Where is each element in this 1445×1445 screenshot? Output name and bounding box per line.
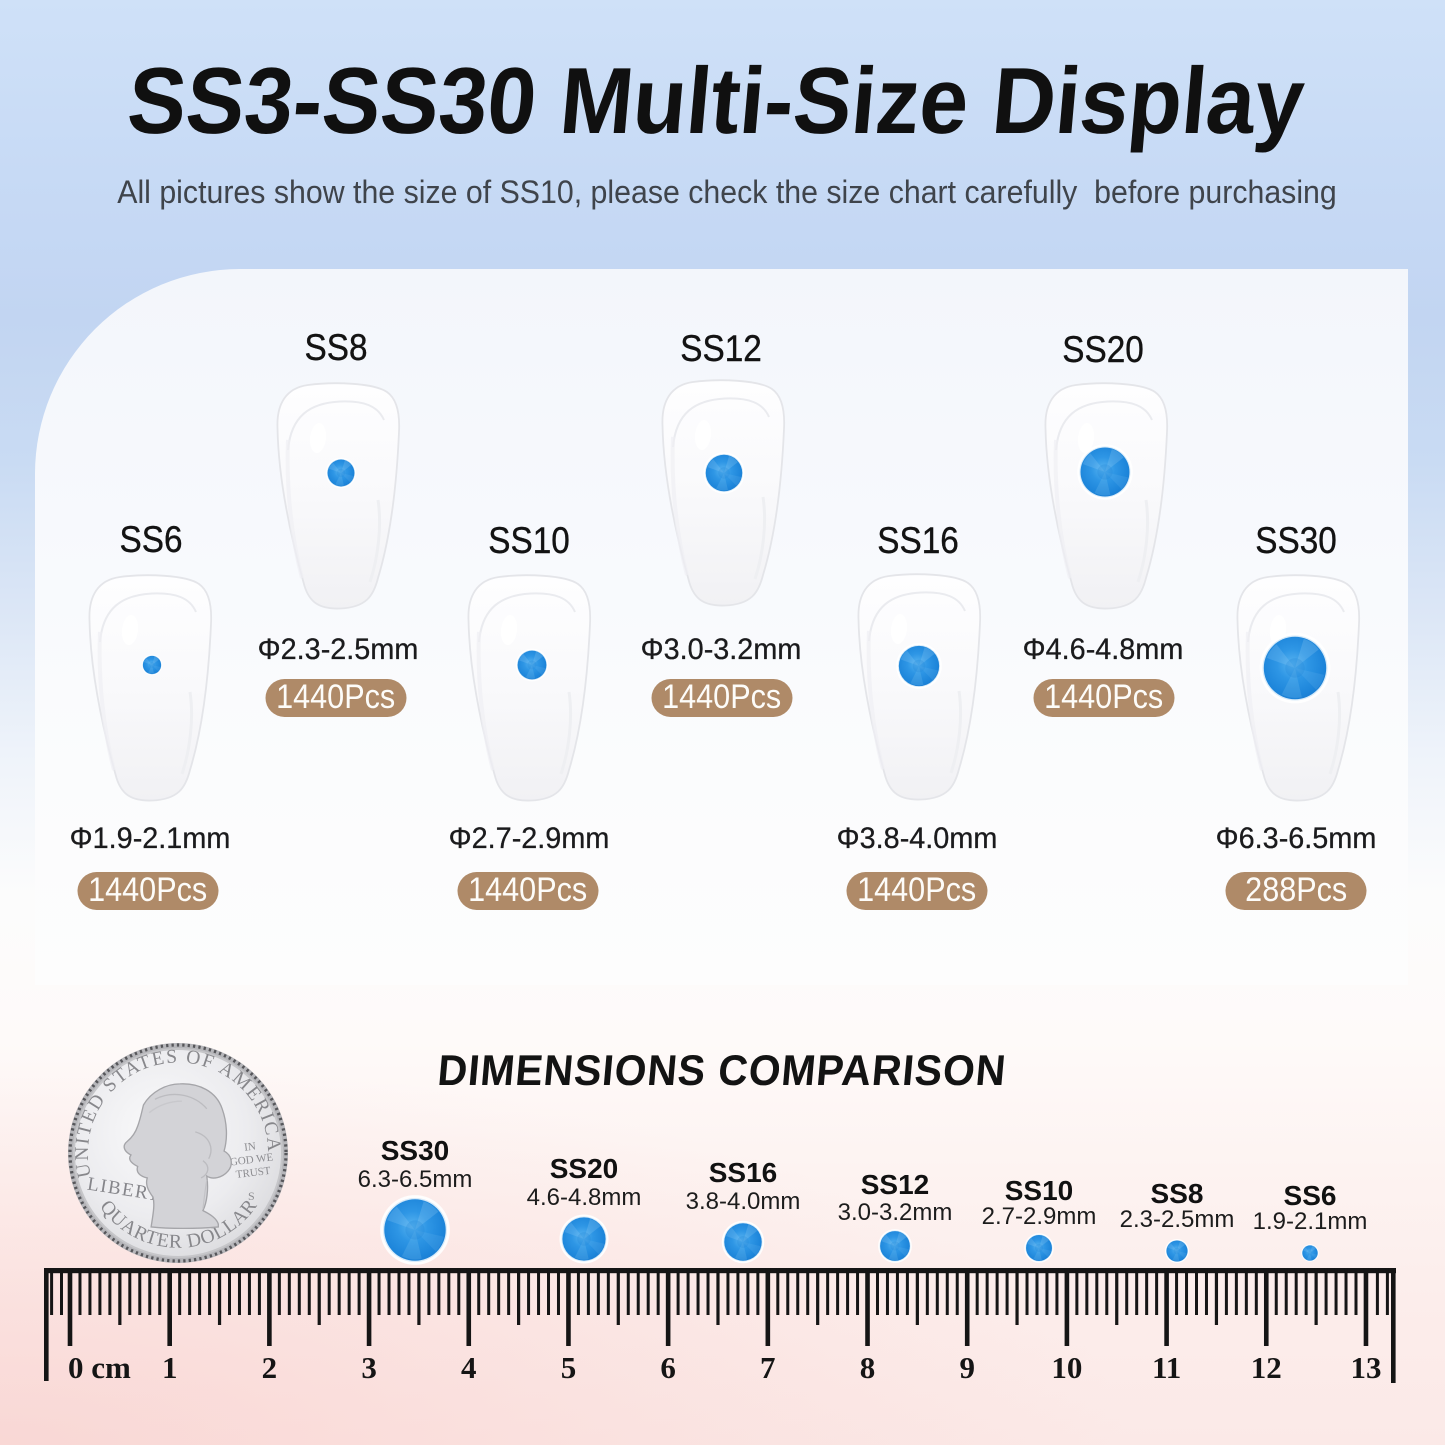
svg-text:11: 11: [1152, 1350, 1181, 1385]
svg-text:GOD WE: GOD WE: [229, 1151, 274, 1168]
svg-text:1: 1: [162, 1350, 178, 1385]
svg-text:3: 3: [361, 1350, 377, 1385]
svg-text:10: 10: [1051, 1350, 1082, 1385]
svg-text:9: 9: [959, 1350, 975, 1385]
svg-text:2: 2: [262, 1350, 278, 1385]
svg-text:12: 12: [1251, 1350, 1282, 1385]
svg-text:4: 4: [461, 1350, 477, 1385]
svg-text:13: 13: [1351, 1350, 1382, 1385]
svg-text:TRUST: TRUST: [235, 1165, 271, 1181]
svg-text:5: 5: [561, 1350, 577, 1385]
svg-text:7: 7: [760, 1350, 776, 1385]
svg-text:8: 8: [860, 1350, 876, 1385]
svg-text:IN: IN: [244, 1140, 257, 1153]
svg-text:S: S: [248, 1189, 255, 1203]
svg-text:0 cm: 0 cm: [68, 1350, 131, 1385]
svg-text:6: 6: [660, 1350, 676, 1385]
